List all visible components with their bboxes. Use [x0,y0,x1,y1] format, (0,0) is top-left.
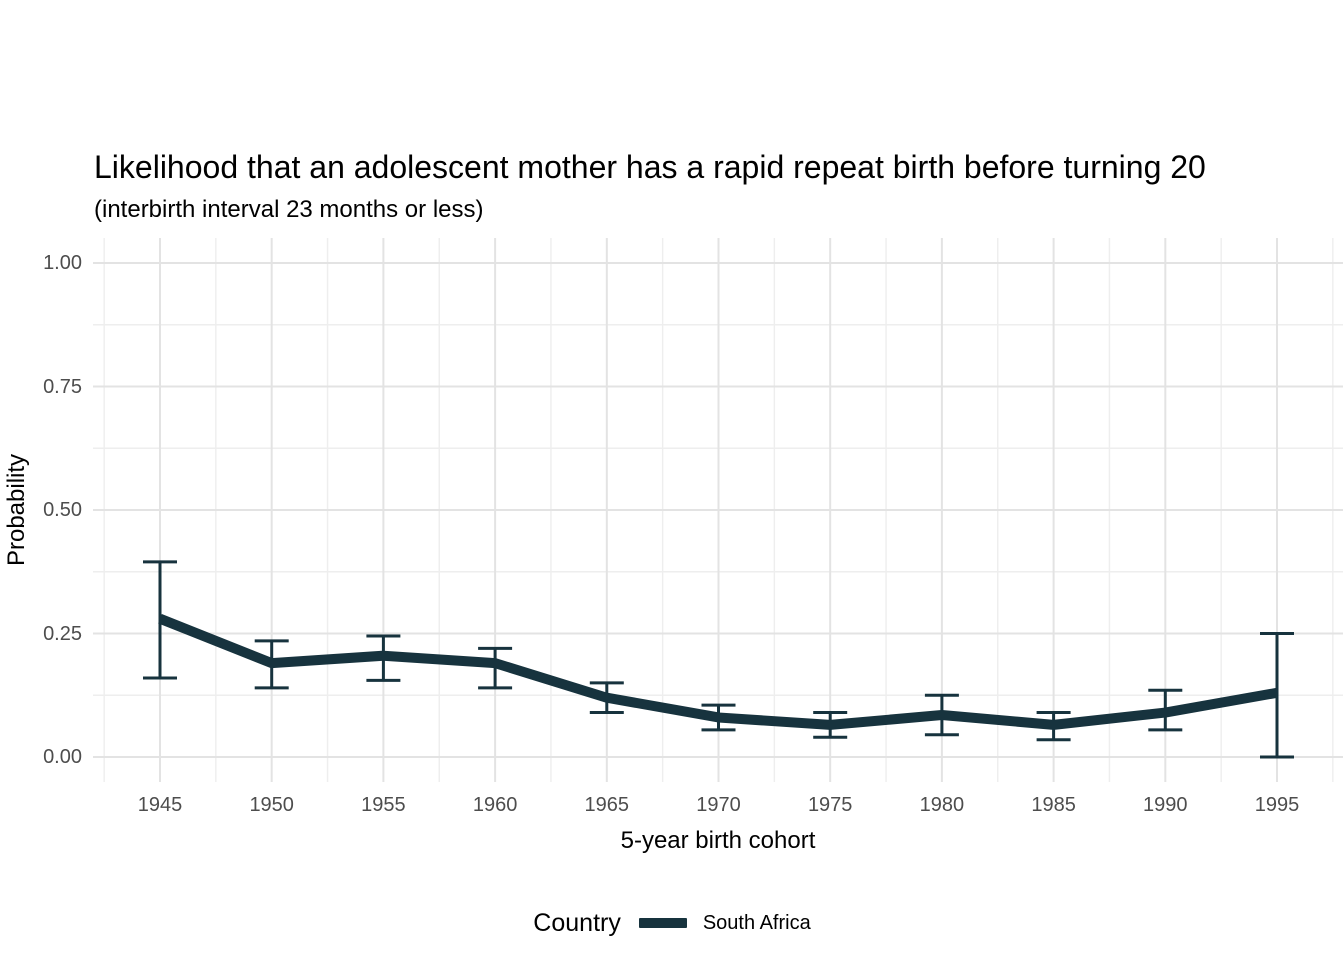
y-tick-label: 0.50 [43,499,82,521]
chart-title: Likelihood that an adolescent mother has… [94,149,1206,185]
legend-title: Country [533,908,621,937]
x-tick-label: 1995 [1254,794,1300,816]
x-tick-label: 1980 [919,794,965,816]
x-tick-label: 1955 [361,794,406,816]
x-tick-label: 1985 [1031,794,1076,816]
legend-line-swatch [638,918,687,928]
y-tick-label: 0.75 [43,375,82,398]
x-tick-label: 1970 [696,794,741,816]
x-tick-label: 1950 [249,794,294,816]
x-tick-label: 1975 [807,794,853,816]
x-tick-label: 1945 [137,794,183,816]
x-tick-label: 1965 [584,794,630,816]
x-tick-label: 1960 [472,794,518,816]
x-axis-title: 5-year birth cohort [620,827,816,854]
y-tick-label: 0.00 [43,746,82,768]
x-tick-label: 1990 [1143,794,1188,816]
legend-label-south-africa: South Africa [702,911,811,934]
y-tick-label: 0.25 [43,622,82,645]
series-line-south-africa [158,614,1278,730]
chart-subtitle: (interbirth interval 23 months or less) [94,196,484,223]
y-tick-label: 1.00 [43,252,82,274]
legend-key-south-africa: South Africa [638,911,811,935]
legend: Country South Africa [0,901,1344,945]
